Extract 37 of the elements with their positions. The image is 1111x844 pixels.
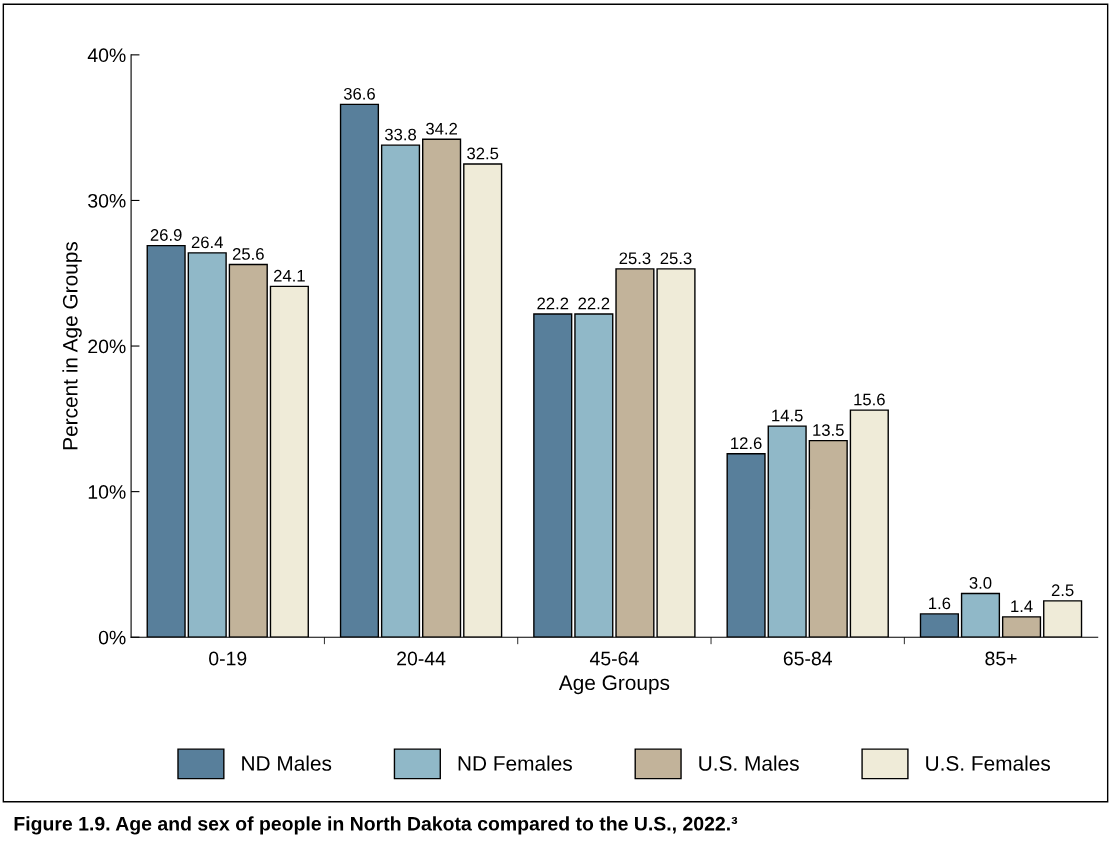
data-label: 26.4 <box>191 236 223 249</box>
y-tick-label: 0% <box>98 630 126 645</box>
y-tick-label: 20% <box>88 339 126 354</box>
data-label: 25.3 <box>619 252 651 265</box>
data-label: 32.5 <box>467 147 499 160</box>
data-label: 25.3 <box>660 252 692 265</box>
x-tick-label: 0-19 <box>209 651 247 666</box>
x-tick-label: 65-84 <box>783 651 832 666</box>
data-label: 25.6 <box>232 248 264 260</box>
data-label: 33.8 <box>384 128 417 141</box>
data-label: 15.6 <box>854 393 885 406</box>
data-label: 1.4 <box>1011 600 1033 612</box>
legend-label: ND Males <box>242 755 332 771</box>
data-label: 36.6 <box>343 87 375 100</box>
data-label: 26.9 <box>150 229 182 241</box>
data-label: 22.2 <box>537 297 569 310</box>
data-label: 3.0 <box>969 577 992 589</box>
data-label: 14.5 <box>772 409 803 422</box>
caption: Figure 1.9. Age and sex of people in North Dakota compared to the U.S., 2022.³ <box>14 816 738 835</box>
data-label: 1.6 <box>929 597 951 610</box>
x-axis-title: Age Groups <box>558 675 670 695</box>
data-label: 12.6 <box>731 437 762 450</box>
legend-label: U.S. Males <box>699 755 799 771</box>
data-label: 34.2 <box>426 122 457 135</box>
legend-label: ND Females <box>458 755 572 771</box>
y-tick-label: 30% <box>88 193 126 208</box>
y-tick-label: 10% <box>88 485 126 499</box>
data-label: 22.2 <box>578 297 610 310</box>
data-label: 13.5 <box>813 424 844 436</box>
x-tick-label: 20-44 <box>397 651 446 666</box>
x-tick-label: 45-64 <box>589 651 639 666</box>
x-tick-label: 85+ <box>985 651 1017 666</box>
legend-label: U.S. Females <box>926 755 1051 771</box>
data-label: 24.1 <box>273 269 305 282</box>
data-label: 2.5 <box>1051 584 1074 597</box>
y-axis-title: Percent in Age Groups <box>62 241 82 450</box>
y-tick-label: 40% <box>87 48 126 63</box>
